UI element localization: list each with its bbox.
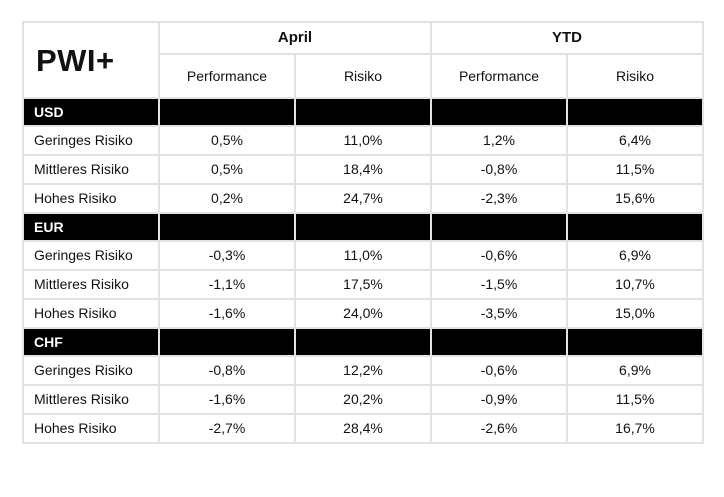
april-risk-cell: 24,0% xyxy=(293,298,433,329)
row-label: Geringes Risiko xyxy=(22,125,160,156)
ytd-risk-cell: 15,6% xyxy=(566,183,705,214)
april-performance-cell: 0,5% xyxy=(158,125,296,156)
april-performance-cell: -1,6% xyxy=(158,384,296,415)
section-row-usd: USD xyxy=(22,97,705,127)
table-row: Mittleres Risiko -1,6% 20,2% -0,9% 11,5% xyxy=(22,384,705,415)
table-row: Geringes Risiko 0,5% 11,0% 1,2% 6,4% xyxy=(22,125,705,156)
april-risk-cell: 12,2% xyxy=(293,355,433,386)
table-row: Mittleres Risiko -1,1% 17,5% -1,5% 10,7% xyxy=(22,269,705,300)
ytd-performance-cell: -0,8% xyxy=(430,154,569,185)
header-row-metrics: Performance Risiko Performance Risiko xyxy=(23,53,705,99)
group-header-april: April xyxy=(157,21,433,55)
column-header-april-performance: Performance xyxy=(158,53,296,99)
table-row: Hohes Risiko -1,6% 24,0% -3,5% 15,0% xyxy=(22,298,705,329)
april-performance-cell: -0,3% xyxy=(158,240,296,271)
section-fill xyxy=(158,212,296,242)
section-fill xyxy=(430,212,569,242)
ytd-performance-cell: -0,6% xyxy=(430,355,569,386)
ytd-risk-cell: 6,9% xyxy=(566,240,705,271)
section-fill xyxy=(158,327,296,357)
april-performance-cell: 0,5% xyxy=(158,154,296,185)
column-header-ytd-performance: Performance xyxy=(430,53,569,99)
column-header-april-risk: Risiko xyxy=(293,53,433,99)
row-label: Mittleres Risiko xyxy=(22,384,160,415)
row-label: Geringes Risiko xyxy=(22,240,160,271)
row-label: Geringes Risiko xyxy=(22,355,160,386)
table-row: Geringes Risiko -0,8% 12,2% -0,6% 6,9% xyxy=(22,355,705,386)
section-fill xyxy=(566,212,705,242)
ytd-performance-cell: -2,3% xyxy=(430,183,569,214)
april-risk-cell: 24,7% xyxy=(293,183,433,214)
table-row: Hohes Risiko 0,2% 24,7% -2,3% 15,6% xyxy=(22,183,705,214)
ytd-performance-cell: -2,6% xyxy=(430,413,569,444)
april-performance-cell: -1,6% xyxy=(158,298,296,329)
section-row-chf: CHF xyxy=(22,327,705,357)
ytd-risk-cell: 11,5% xyxy=(566,384,705,415)
row-label: Mittleres Risiko xyxy=(22,269,160,300)
table-row: Mittleres Risiko 0,5% 18,4% -0,8% 11,5% xyxy=(22,154,705,185)
brand-title: PWI+ xyxy=(22,21,160,99)
ytd-risk-cell: 6,4% xyxy=(566,125,705,156)
april-risk-cell: 20,2% xyxy=(293,384,433,415)
april-risk-cell: 28,4% xyxy=(293,413,433,444)
ytd-performance-cell: -1,5% xyxy=(430,269,569,300)
april-performance-cell: 0,2% xyxy=(158,183,296,214)
april-risk-cell: 18,4% xyxy=(293,154,433,185)
april-performance-cell: -1,1% xyxy=(158,269,296,300)
section-label: USD xyxy=(22,97,160,127)
section-row-eur: EUR xyxy=(22,212,705,242)
april-risk-cell: 17,5% xyxy=(293,269,433,300)
ytd-risk-cell: 10,7% xyxy=(566,269,705,300)
row-label: Hohes Risiko xyxy=(22,183,160,214)
row-label: Mittleres Risiko xyxy=(22,154,160,185)
section-fill xyxy=(430,327,569,357)
header-row-groups: PWI+ April YTD xyxy=(22,21,705,99)
section-fill xyxy=(293,327,433,357)
section-label: CHF xyxy=(22,327,160,357)
ytd-risk-cell: 15,0% xyxy=(566,298,705,329)
pwi-performance-table: PWI+ April YTD Performance Risiko Perfor… xyxy=(22,21,705,444)
section-fill xyxy=(293,212,433,242)
section-fill xyxy=(430,97,569,127)
section-label: EUR xyxy=(22,212,160,242)
april-performance-cell: -2,7% xyxy=(158,413,296,444)
row-label: Hohes Risiko xyxy=(22,298,160,329)
april-risk-cell: 11,0% xyxy=(293,240,433,271)
april-risk-cell: 11,0% xyxy=(293,125,433,156)
section-fill xyxy=(566,327,705,357)
row-label: Hohes Risiko xyxy=(22,413,160,444)
ytd-performance-cell: 1,2% xyxy=(430,125,569,156)
section-fill xyxy=(566,97,705,127)
section-fill xyxy=(293,97,433,127)
ytd-risk-cell: 11,5% xyxy=(566,154,705,185)
table-row: Geringes Risiko -0,3% 11,0% -0,6% 6,9% xyxy=(22,240,705,271)
ytd-risk-cell: 6,9% xyxy=(566,355,705,386)
table-row: Hohes Risiko -2,7% 28,4% -2,6% 16,7% xyxy=(22,413,705,444)
ytd-performance-cell: -0,9% xyxy=(430,384,569,415)
group-header-ytd: YTD xyxy=(430,21,705,55)
ytd-performance-cell: -0,6% xyxy=(430,240,569,271)
ytd-risk-cell: 16,7% xyxy=(566,413,705,444)
ytd-performance-cell: -3,5% xyxy=(430,298,569,329)
column-header-ytd-risk: Risiko xyxy=(566,53,705,99)
section-fill xyxy=(158,97,296,127)
april-performance-cell: -0,8% xyxy=(158,355,296,386)
